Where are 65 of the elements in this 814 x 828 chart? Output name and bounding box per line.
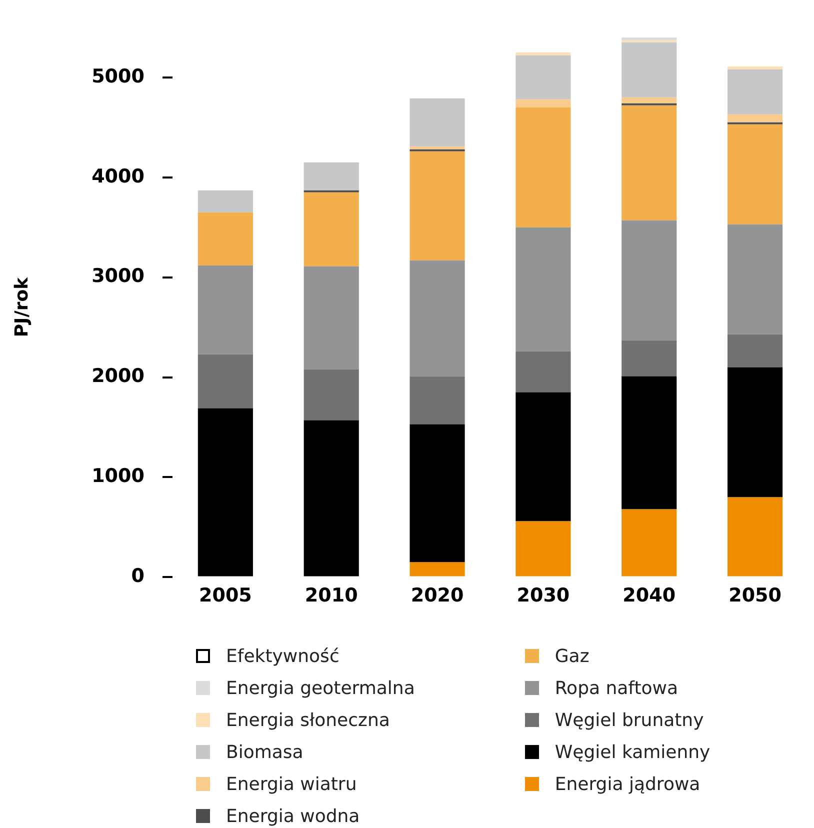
y-axis-title: PJ/rok — [11, 276, 32, 338]
bar — [516, 351, 571, 392]
legend-label: Węgiel brunatny — [554, 710, 704, 730]
y-tick-label: 4000 — [92, 165, 144, 188]
bar — [516, 392, 571, 522]
bar — [410, 562, 465, 576]
legend-label: Energia geotermalna — [226, 678, 415, 698]
x-tick-label: 2010 — [304, 584, 358, 607]
y-tick-label: 0 — [131, 565, 144, 588]
bar — [516, 55, 571, 100]
bar — [728, 224, 783, 334]
bar — [622, 376, 677, 510]
y-tick-label: 2000 — [92, 365, 144, 388]
y-tick-label: 3000 — [92, 265, 144, 288]
bar — [198, 212, 253, 266]
bar — [304, 192, 359, 266]
bar — [516, 227, 571, 352]
bar — [622, 340, 677, 376]
legend-label: Energia jądrowa — [554, 774, 700, 794]
x-tick-label: 2020 — [410, 584, 464, 607]
bar — [410, 151, 465, 260]
legend-label: Węgiel kamienny — [554, 742, 710, 762]
y-tick-label: 1000 — [92, 465, 144, 488]
bar — [728, 69, 783, 114]
bar — [622, 97, 677, 104]
legend-label: Efektywność — [226, 646, 340, 666]
bar — [198, 190, 253, 212]
bar — [304, 420, 359, 576]
x-tick-label: 2005 — [198, 584, 252, 607]
bar — [304, 162, 359, 190]
legend-label: Energia wiatru — [226, 774, 357, 794]
x-tick-label: 2040 — [622, 584, 676, 607]
bar — [622, 42, 677, 98]
bar — [728, 334, 783, 368]
legend-label: Energia słoneczna — [226, 710, 390, 730]
bar — [516, 521, 571, 576]
bar — [198, 265, 253, 354]
bar — [728, 114, 783, 122]
legend-label: Biomasa — [226, 742, 304, 762]
bar — [516, 99, 571, 108]
bar — [728, 124, 783, 224]
bar — [622, 105, 677, 220]
bar — [728, 497, 783, 576]
bar — [622, 220, 677, 340]
bar — [728, 66, 783, 70]
bar — [198, 408, 253, 576]
bar — [410, 424, 465, 562]
y-tick-label: 5000 — [92, 65, 144, 88]
x-tick-label: 2030 — [516, 584, 570, 607]
bar — [304, 266, 359, 370]
bar — [410, 260, 465, 376]
legend-label: Energia wodna — [226, 806, 360, 826]
bar — [304, 369, 359, 420]
bar — [410, 376, 465, 424]
bar — [728, 367, 783, 498]
bar — [516, 52, 571, 56]
bar — [622, 37, 677, 40]
x-tick-label: 2050 — [728, 584, 782, 607]
bar — [198, 354, 253, 408]
bar — [516, 107, 571, 228]
legend-label: Gaz — [554, 646, 590, 666]
bar — [410, 146, 465, 150]
bar — [410, 98, 465, 146]
legend-label: Ropa naftowa — [554, 678, 678, 698]
bar — [622, 509, 677, 576]
